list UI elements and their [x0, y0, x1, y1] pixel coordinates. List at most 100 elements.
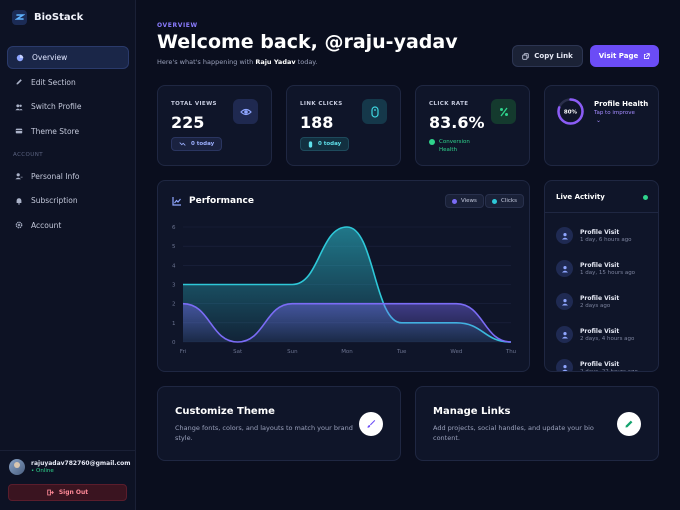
sign-out-button[interactable]: Sign Out — [8, 484, 127, 501]
tap-to-improve-link[interactable]: Tap to improve — [594, 110, 635, 116]
store-icon — [15, 128, 23, 134]
manage-links-card[interactable]: Manage Links Add projects, social handle… — [415, 386, 659, 461]
stat-label: LINK CLICKS — [300, 101, 343, 107]
list-item[interactable]: Profile Visit 2 days, 22 hours ago — [556, 359, 638, 372]
y-tick-label: 5 — [172, 244, 176, 250]
series-line-views — [182, 302, 512, 343]
stat-label: TOTAL VIEWS — [171, 101, 217, 107]
activity-name: Profile Visit — [580, 360, 620, 368]
profile-health-title: Profile Health — [594, 100, 649, 108]
legend-swatch-clicks — [492, 198, 497, 204]
list-item[interactable]: Profile Visit 1 day, 15 hours ago — [556, 260, 635, 277]
promo-description: Add projects, social handles, and update… — [433, 424, 594, 442]
subtitle-prefix: Here's what's happening with — [157, 58, 256, 66]
promo-title: Manage Links — [433, 406, 511, 417]
user-email: rajuyadav782760@gmail.com — [31, 460, 131, 467]
y-tick-label: 4 — [172, 263, 176, 269]
sidebar-item-personal-info[interactable]: Personal Info — [7, 165, 129, 188]
sidebar-item-switch-profile[interactable]: Switch Profile — [7, 95, 129, 118]
sidebar-item-edit-section[interactable]: Edit Section — [7, 71, 129, 94]
x-tick-label: Mon — [341, 349, 353, 355]
activity-time: 2 days, 4 hours ago — [580, 335, 635, 342]
profile-health-card[interactable]: 80% Profile Health Tap to improve ⌄ — [544, 85, 659, 166]
customize-theme-card[interactable]: Customize Theme Change fonts, colors, an… — [157, 386, 401, 461]
performance-chart: 0 1 2 3 4 5 6 Fri Sat Sun Mon Tue Wed Thu — [172, 225, 516, 355]
copy-link-button[interactable]: Copy Link — [512, 45, 583, 67]
chevron-down-icon[interactable]: ⌄ — [596, 117, 602, 124]
x-tick-label: Tue — [396, 349, 407, 355]
legend-views[interactable]: Views — [445, 194, 484, 208]
sidebar-item-label: Switch Profile — [31, 102, 82, 112]
brand-logo-icon — [12, 9, 27, 25]
list-item[interactable]: Profile Visit 2 days, 4 hours ago — [556, 326, 634, 343]
list-item[interactable]: Profile Visit 2 days ago — [556, 293, 619, 310]
gear-icon — [15, 222, 23, 229]
brand[interactable]: BioStack — [12, 9, 83, 25]
sidebar-item-account[interactable]: Account — [7, 214, 129, 237]
user-icon — [556, 359, 573, 371]
avatar — [9, 459, 25, 475]
check-icon — [429, 139, 435, 145]
sidebar-nav: Overview Edit Section Switch Profile The… — [7, 46, 129, 239]
sidebar: BioStack Overview Edit Section Switch Pr… — [0, 0, 136, 510]
activity-name: Profile Visit — [580, 327, 620, 335]
page-overline: OVERVIEW — [157, 22, 198, 29]
promo-description: Change fonts, colors, and layouts to mat… — [175, 424, 353, 442]
customize-theme-button[interactable] — [359, 412, 383, 436]
user-icon — [556, 260, 573, 277]
legend-label-clicks: Clicks — [501, 198, 517, 204]
x-tick-label: Thu — [505, 349, 516, 355]
conversion-health-badge: Conversion Health — [429, 138, 470, 154]
y-tick-label: 6 — [172, 225, 176, 231]
external-link-icon — [644, 52, 650, 59]
stat-value: 188 — [300, 113, 334, 132]
line-chart-icon — [172, 197, 181, 206]
x-tick-label: Sun — [287, 349, 298, 355]
pie-chart-icon — [16, 54, 24, 61]
sidebar-item-overview[interactable]: Overview — [7, 46, 129, 69]
live-activity-title: Live Activity — [556, 193, 605, 201]
sidebar-item-label: Edit Section — [31, 77, 76, 87]
user-profile[interactable]: rajuyadav782760@gmail.com • Online — [9, 459, 131, 475]
trend-icon — [179, 142, 186, 146]
performance-title: Performance — [189, 196, 254, 206]
stat-badge-label: 0 today — [318, 141, 342, 147]
brand-name: BioStack — [34, 11, 84, 23]
user-icon — [556, 326, 573, 343]
activity-time: 2 days ago — [580, 302, 611, 309]
logout-icon — [47, 489, 54, 496]
page-subtitle: Here's what's happening with Raju Yadav … — [157, 58, 317, 66]
sidebar-item-theme-store[interactable]: Theme Store — [7, 120, 129, 143]
area-views — [183, 303, 511, 342]
manage-links-button[interactable] — [617, 412, 641, 436]
stat-card-total-views: TOTAL VIEWS 225 0 today — [157, 85, 272, 166]
legend-clicks[interactable]: Clicks — [485, 194, 524, 208]
sidebar-item-label: Overview — [32, 53, 68, 62]
live-activity-card: Live Activity Profile Visit 1 day, 6 hour… — [544, 180, 659, 372]
activity-time: 2 days, 22 hours ago — [580, 368, 638, 372]
divider — [545, 212, 658, 213]
copy-link-label: Copy Link — [534, 52, 573, 60]
sidebar-item-subscription[interactable]: Subscription — [7, 189, 129, 212]
activity-time: 1 day, 15 hours ago — [580, 269, 636, 276]
conversion-line-1: Conversion — [439, 139, 470, 145]
mouse-icon — [308, 140, 313, 148]
y-tick-label: 0 — [172, 340, 176, 346]
performance-card: Performance Views Clicks 0 1 2 3 4 5 6 Fri Sat Su… — [157, 180, 530, 372]
stat-badge: 0 today — [171, 137, 223, 151]
sidebar-footer: rajuyadav782760@gmail.com • Online Sign … — [0, 450, 136, 510]
user-icon — [556, 227, 573, 244]
legend-swatch-views — [452, 198, 457, 204]
activity-time: 1 day, 6 hours ago — [580, 236, 632, 243]
visit-page-button[interactable]: Visit Page — [590, 45, 659, 67]
profile-health-percent: 80% — [564, 110, 578, 116]
stat-badge: 0 today — [300, 137, 350, 151]
y-tick-label: 2 — [172, 302, 176, 308]
percent-icon — [491, 99, 516, 124]
visit-page-label: Visit Page — [598, 52, 639, 60]
list-item[interactable]: Profile Visit 1 day, 6 hours ago — [556, 227, 632, 244]
eye-icon — [233, 99, 258, 124]
sign-out-label: Sign Out — [58, 489, 89, 496]
x-tick-label: Wed — [450, 349, 462, 355]
y-tick-label: 3 — [172, 283, 176, 289]
